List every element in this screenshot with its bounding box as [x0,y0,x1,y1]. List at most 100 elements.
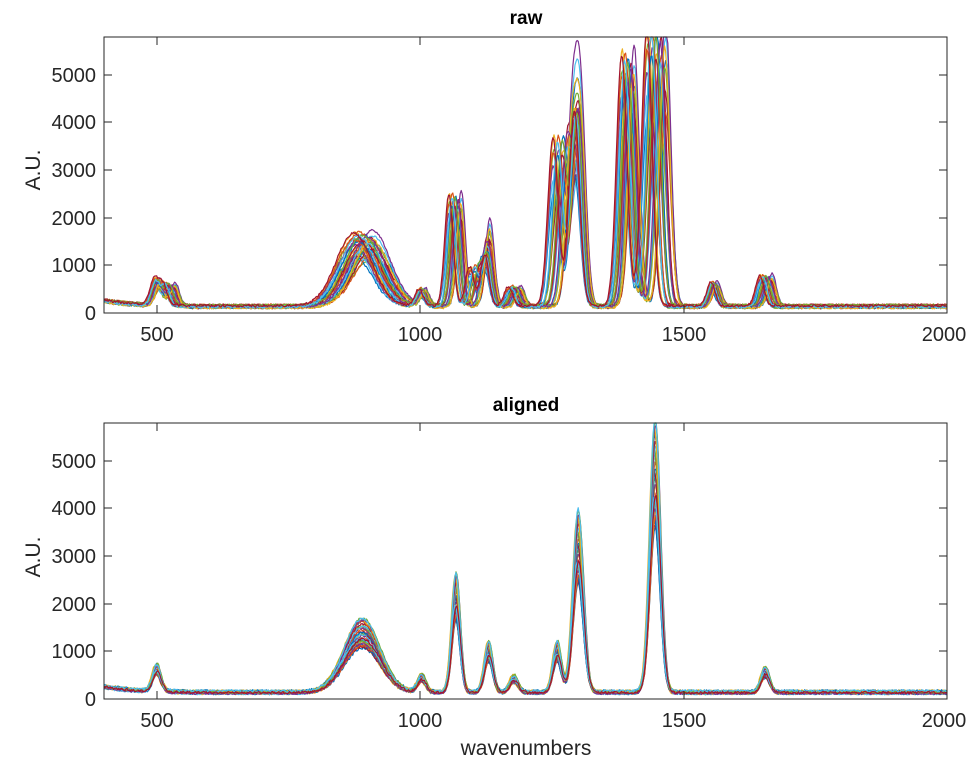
raw-spectrum-line [103,117,948,309]
aligned-spectrum-line [104,422,948,696]
raw-spectrum-line [103,48,948,308]
raw-spectrum-line [103,125,948,308]
raw-spectrum-line [103,131,948,310]
aligned-spectrum-line [103,475,948,695]
raw-x-tick-label-500: 500 [140,324,173,346]
aligned-spectrum-line [103,508,948,696]
raw-spectrum-line [103,36,948,309]
raw-spectrum-line [103,86,948,309]
aligned-spectra-axes: aligned A.U. wavenumbers 500 1000 1500 2… [22,395,966,760]
aligned-x-tick-label-1000: 1000 [398,710,443,732]
aligned-spectrum-line [103,426,948,694]
raw-spectrum-line [103,99,948,310]
raw-spectrum-line [103,62,948,309]
raw-spectrum-line [103,101,948,308]
aligned-spectrum-line [103,504,948,695]
aligned-spectrum-line [103,500,948,694]
aligned-spectrum-line [103,511,947,694]
raw-spectrum-line [104,36,947,308]
raw-spectrum-line [103,43,948,309]
raw-spectrum-line [103,52,948,309]
raw-spectrum-line [103,36,948,308]
aligned-spectrum-line [103,518,947,694]
aligned-axes-box [103,422,948,700]
raw-series-group [103,36,948,310]
raw-y-axis-title: A.U. [22,150,45,191]
aligned-spectrum-line [103,484,948,695]
aligned-spectrum-line [103,517,948,696]
aligned-spectrum-line [103,447,948,694]
aligned-spectrum-line [103,497,948,696]
aligned-x-tick-label-1500: 1500 [662,710,707,732]
aligned-y-tick-label-0: 0 [85,689,96,711]
aligned-y-tick-label-3000: 3000 [52,546,97,568]
aligned-spectrum-line [103,445,948,696]
raw-spectrum-line [103,36,948,309]
raw-spectrum-line [103,88,948,308]
aligned-y-tick-label-1000: 1000 [52,641,97,663]
aligned-y-axis-title: A.U. [22,537,45,578]
aligned-x-tick-label-500: 500 [140,710,173,732]
raw-spectrum-line [103,59,948,308]
raw-spectrum-line [103,58,948,308]
raw-spectrum-line [103,66,948,307]
aligned-spectrum-line [103,432,948,695]
raw-spectrum-line [103,47,948,308]
raw-spectrum-line [103,54,948,307]
aligned-spectrum-line [103,496,947,693]
raw-y-tick-label-2000: 2000 [52,208,97,230]
aligned-spectrum-line [103,507,948,694]
aligned-y-tick-label-5000: 5000 [52,451,97,473]
raw-spectrum-line [104,108,948,309]
aligned-spectrum-line [103,524,947,695]
aligned-spectrum-line [103,477,948,694]
raw-spectrum-line [103,55,948,309]
aligned-spectrum-line [103,468,948,696]
raw-spectrum-line [103,45,948,310]
raw-spectrum-line [103,81,948,308]
raw-spectrum-line [103,71,948,308]
raw-axes-box [103,36,948,314]
raw-spectrum-line [103,36,948,310]
aligned-spectrum-line [103,454,948,695]
aligned-spectrum-line [103,457,948,694]
raw-spectra-axes: raw A.U. 500 1000 1500 2000 [22,8,966,346]
aligned-spectrum-line [103,485,948,693]
raw-x-tick-label-2000: 2000 [922,324,967,346]
raw-spectrum-line [103,36,948,308]
aligned-spectrum-line [103,425,948,695]
raw-y-tick-label-1000: 1000 [52,255,97,277]
raw-spectrum-line [103,78,948,310]
raw-y-tick-label-5000: 5000 [52,65,97,87]
aligned-spectrum-line [103,516,947,695]
aligned-spectrum-line [104,490,948,694]
aligned-spectrum-line [103,422,947,694]
raw-spectrum-line [103,36,948,308]
aligned-spectrum-line [103,441,948,694]
aligned-x-tick-label-2000: 2000 [922,710,967,732]
aligned-spectrum-line [103,527,948,695]
raw-spectrum-line [103,111,948,308]
raw-spectrum-line [103,36,947,308]
raw-plot-title: raw [510,8,543,29]
raw-x-tick-label-1500: 1500 [662,324,707,346]
aligned-spectrum-line [103,469,948,694]
raw-y-tick-label-0: 0 [85,303,96,325]
raw-spectrum-line [103,93,948,309]
aligned-x-axis-title: wavenumbers [460,737,592,760]
raw-spectrum-line [103,120,948,307]
aligned-spectrum-line [103,495,947,695]
aligned-spectrum-line [103,461,948,695]
raw-y-tick-label-4000: 4000 [52,112,97,134]
raw-spectrum-line [103,36,948,309]
aligned-plot-title: aligned [493,395,560,416]
aligned-spectrum-line [103,434,948,693]
aligned-y-tick-label-2000: 2000 [52,594,97,616]
aligned-spectrum-line [103,512,948,695]
raw-y-tick-label-3000: 3000 [52,160,97,182]
raw-x-tick-label-1000: 1000 [398,324,443,346]
aligned-spectrum-line [103,520,948,694]
aligned-series-group [103,422,948,696]
